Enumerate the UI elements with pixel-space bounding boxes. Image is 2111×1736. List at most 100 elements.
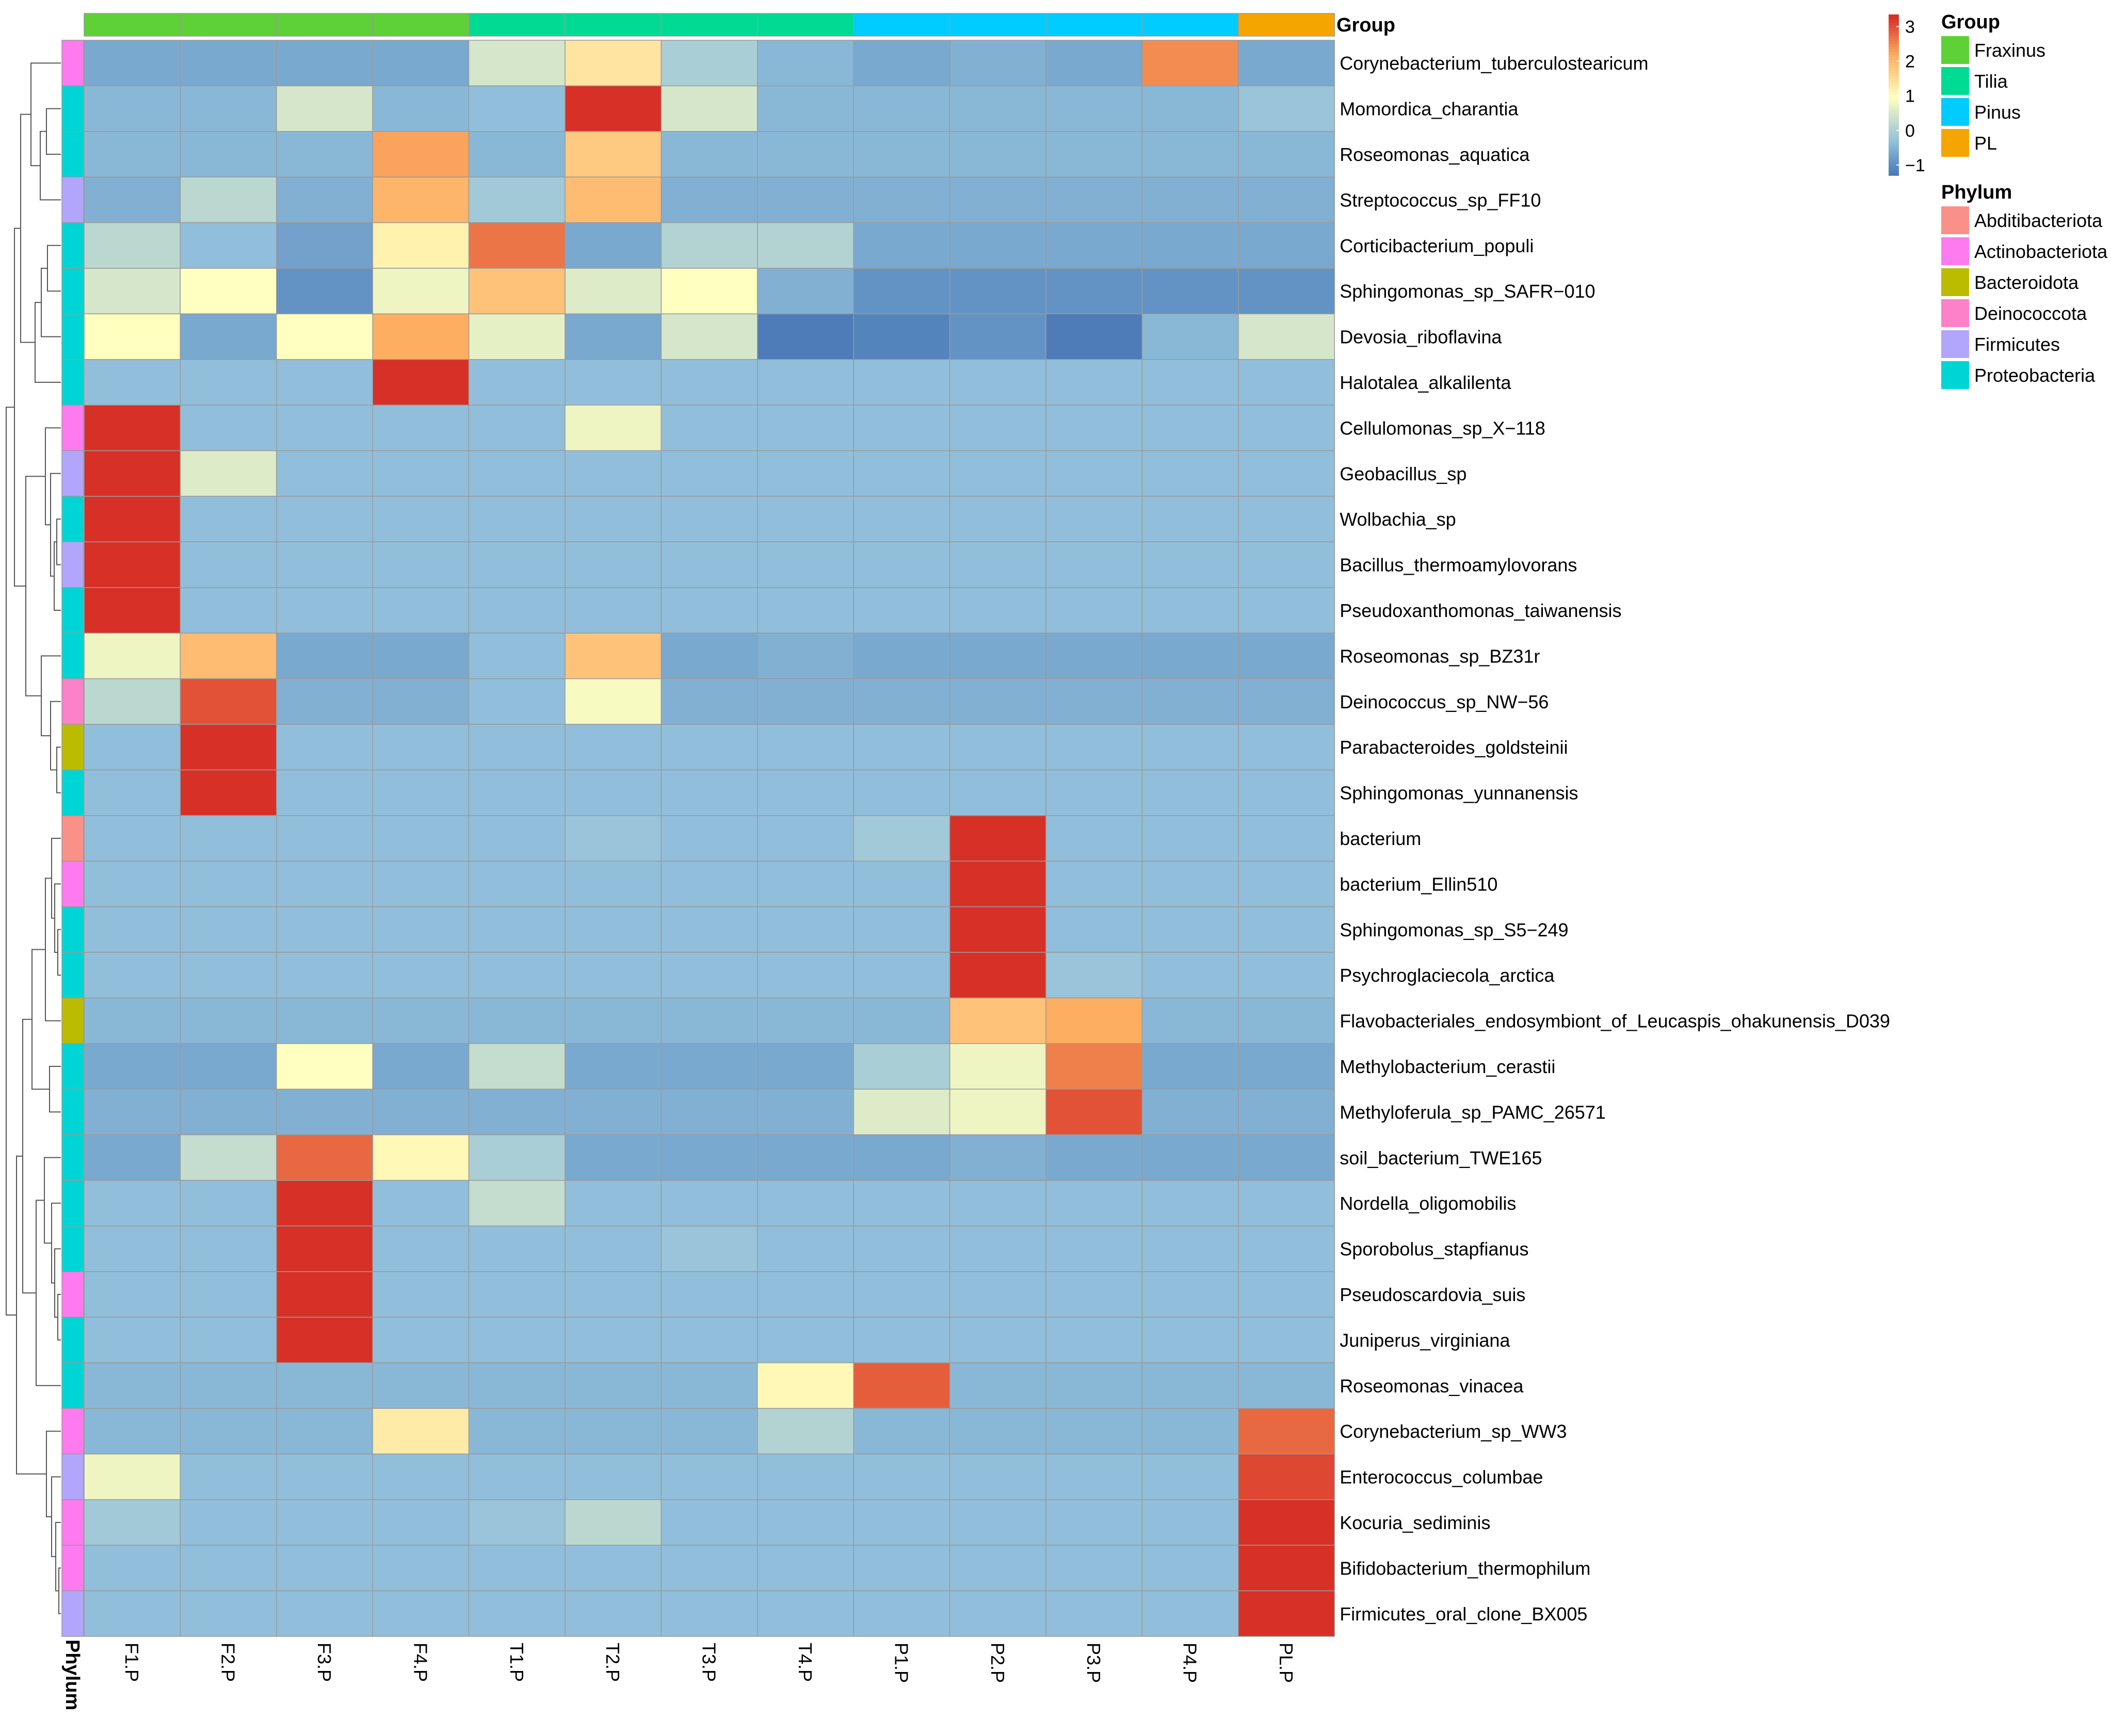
heatmap-cell	[468, 404, 566, 451]
heatmap-cell	[1141, 359, 1239, 405]
color-scale-segment	[1889, 92, 1899, 95]
heatmap-cell	[372, 222, 470, 269]
heatmap-cell	[949, 85, 1046, 132]
heatmap-cell	[1141, 85, 1239, 132]
heatmap-cell	[1045, 131, 1143, 177]
phylum-bar-segment	[61, 1043, 84, 1090]
phylum-legend-label: Abditibacteriota	[1974, 210, 2103, 231]
heatmap-cell	[949, 1499, 1046, 1546]
heatmap-cell	[757, 450, 854, 497]
heatmap-cell	[372, 1317, 470, 1364]
heatmap-cell	[84, 769, 181, 816]
heatmap-cell	[565, 541, 662, 588]
heatmap-cell	[1141, 1271, 1239, 1318]
dendrogram-branch	[20, 113, 35, 343]
color-scale-segment	[1889, 122, 1899, 125]
color-scale-segment	[1889, 127, 1899, 131]
heatmap-cell	[853, 85, 950, 132]
heatmap-cell	[1045, 1271, 1143, 1318]
phylum-bar-segment	[61, 1545, 84, 1592]
heatmap-cell	[1141, 906, 1239, 953]
heatmap-cell	[1238, 1317, 1335, 1364]
group-bar-segment	[565, 13, 662, 37]
group-bar-segment	[276, 13, 373, 37]
heatmap-cell	[949, 1590, 1046, 1637]
heatmap-cell	[949, 587, 1046, 634]
heatmap-cell	[757, 1089, 854, 1135]
heatmap-cell	[1141, 1590, 1239, 1637]
heatmap-cell	[660, 541, 758, 588]
heatmap-cell	[757, 1271, 854, 1318]
row-label: Roseomonas_aquatica	[1340, 144, 1530, 165]
phylum-bar-segment	[61, 587, 84, 634]
heatmap-cell	[949, 541, 1046, 588]
group-legend-swatch	[1941, 129, 1969, 157]
heatmap-cell	[180, 678, 277, 725]
heatmap-cell	[180, 1271, 277, 1318]
heatmap-cell	[180, 906, 277, 953]
dendrogram-branch	[54, 541, 61, 611]
heatmap-cell	[1045, 678, 1143, 725]
heatmap-cell	[660, 1089, 758, 1135]
heatmap-cell	[468, 313, 566, 360]
heatmap-cell	[949, 359, 1046, 405]
heatmap-cell	[757, 176, 854, 223]
heatmap-cell	[757, 587, 854, 634]
heatmap-cell	[565, 496, 662, 543]
heatmap-cell	[276, 450, 373, 497]
heatmap-cell	[372, 724, 470, 771]
color-scale-segment	[1889, 98, 1899, 101]
dendrogram-branch	[44, 1157, 61, 1244]
heatmap-cell	[853, 1499, 950, 1546]
phylum-legend: Phylum Abditibacteriota Actinobacteriota B…	[1941, 182, 2108, 389]
row-label: Firmicutes_oral_clone_BX005	[1340, 1603, 1587, 1625]
heatmap-cell	[853, 724, 950, 771]
heatmap-cell	[276, 40, 373, 87]
color-scale-segment	[1889, 44, 1899, 47]
heatmap-cell	[949, 1408, 1046, 1455]
color-scale-segment	[1889, 119, 1899, 122]
phylum-legend-swatch	[1941, 299, 1969, 327]
heatmap-cell	[276, 724, 373, 771]
heatmap-cell	[853, 815, 950, 862]
heatmap-cell	[372, 769, 470, 816]
heatmap-cell	[660, 1134, 758, 1181]
color-scale-segment	[1889, 143, 1899, 147]
group-legend: Group Fraxinus Tilia Pinus PL	[1941, 11, 2045, 157]
heatmap-cell	[1238, 769, 1335, 816]
row-label: Sporobolus_stapfianus	[1340, 1239, 1528, 1260]
phylum-bar-segment	[61, 1453, 84, 1500]
heatmap-cell	[565, 1317, 662, 1364]
heatmap-cell	[949, 724, 1046, 771]
heatmap-cell	[565, 769, 662, 816]
dendrogram-branch	[57, 929, 61, 976]
group-legend-label: PL	[1974, 133, 1997, 154]
heatmap-cell	[660, 1225, 758, 1272]
heatmap-cell	[757, 1499, 854, 1546]
heatmap-cell	[276, 861, 373, 907]
dendrogram-branch	[22, 1018, 36, 1294]
color-scale-segment	[1889, 116, 1899, 120]
color-scale-segment	[1889, 25, 1899, 28]
phylum-bar-segment	[61, 131, 84, 177]
heatmap-cell	[1238, 1271, 1335, 1318]
row-label: Pseudoscardovia_suis	[1340, 1284, 1525, 1305]
heatmap-cell	[84, 1180, 181, 1227]
phylum-bar-segment	[61, 222, 84, 269]
row-label: Sphingomonas_sp_SAFR−010	[1340, 281, 1595, 302]
heatmap-cell	[372, 1545, 470, 1592]
heatmap-cell	[949, 268, 1046, 315]
row-label: Devosia_riboflavina	[1340, 327, 1502, 348]
heatmap-cell	[949, 40, 1046, 87]
heatmap-cell	[660, 1499, 758, 1546]
heatmap-cell	[84, 997, 181, 1044]
heatmap-cell	[1238, 1180, 1335, 1227]
heatmap-cell	[180, 1408, 277, 1455]
color-scale-segment	[1889, 36, 1899, 39]
phylum-bar-segment	[61, 1362, 84, 1409]
heatmap-cell	[565, 997, 662, 1044]
heatmap-cell	[757, 496, 854, 543]
heatmap-cell	[949, 1043, 1046, 1090]
color-scale-segment	[1889, 111, 1899, 115]
heatmap-cell	[1045, 1362, 1143, 1409]
